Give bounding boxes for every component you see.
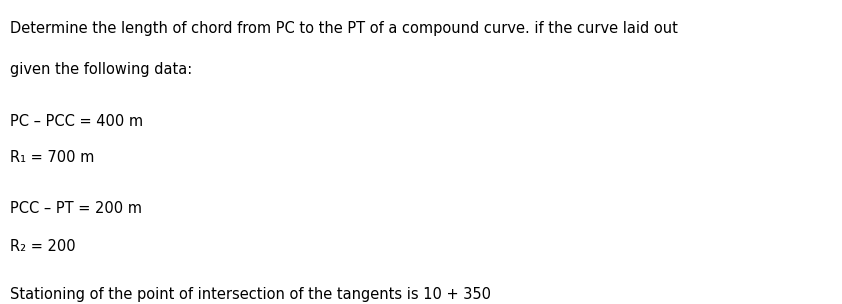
Text: PCC – PT = 200 m: PCC – PT = 200 m — [10, 201, 142, 216]
Text: Stationing of the point of intersection of the tangents is 10 + 350: Stationing of the point of intersection … — [10, 287, 491, 302]
Text: Determine the length of chord from PC to the PT of a compound curve. if the curv: Determine the length of chord from PC to… — [10, 21, 678, 36]
Text: R₁ = 700 m: R₁ = 700 m — [10, 150, 94, 165]
Text: given the following data:: given the following data: — [10, 62, 192, 77]
Text: R₂ = 200: R₂ = 200 — [10, 239, 76, 254]
Text: PC – PCC = 400 m: PC – PCC = 400 m — [10, 114, 143, 129]
